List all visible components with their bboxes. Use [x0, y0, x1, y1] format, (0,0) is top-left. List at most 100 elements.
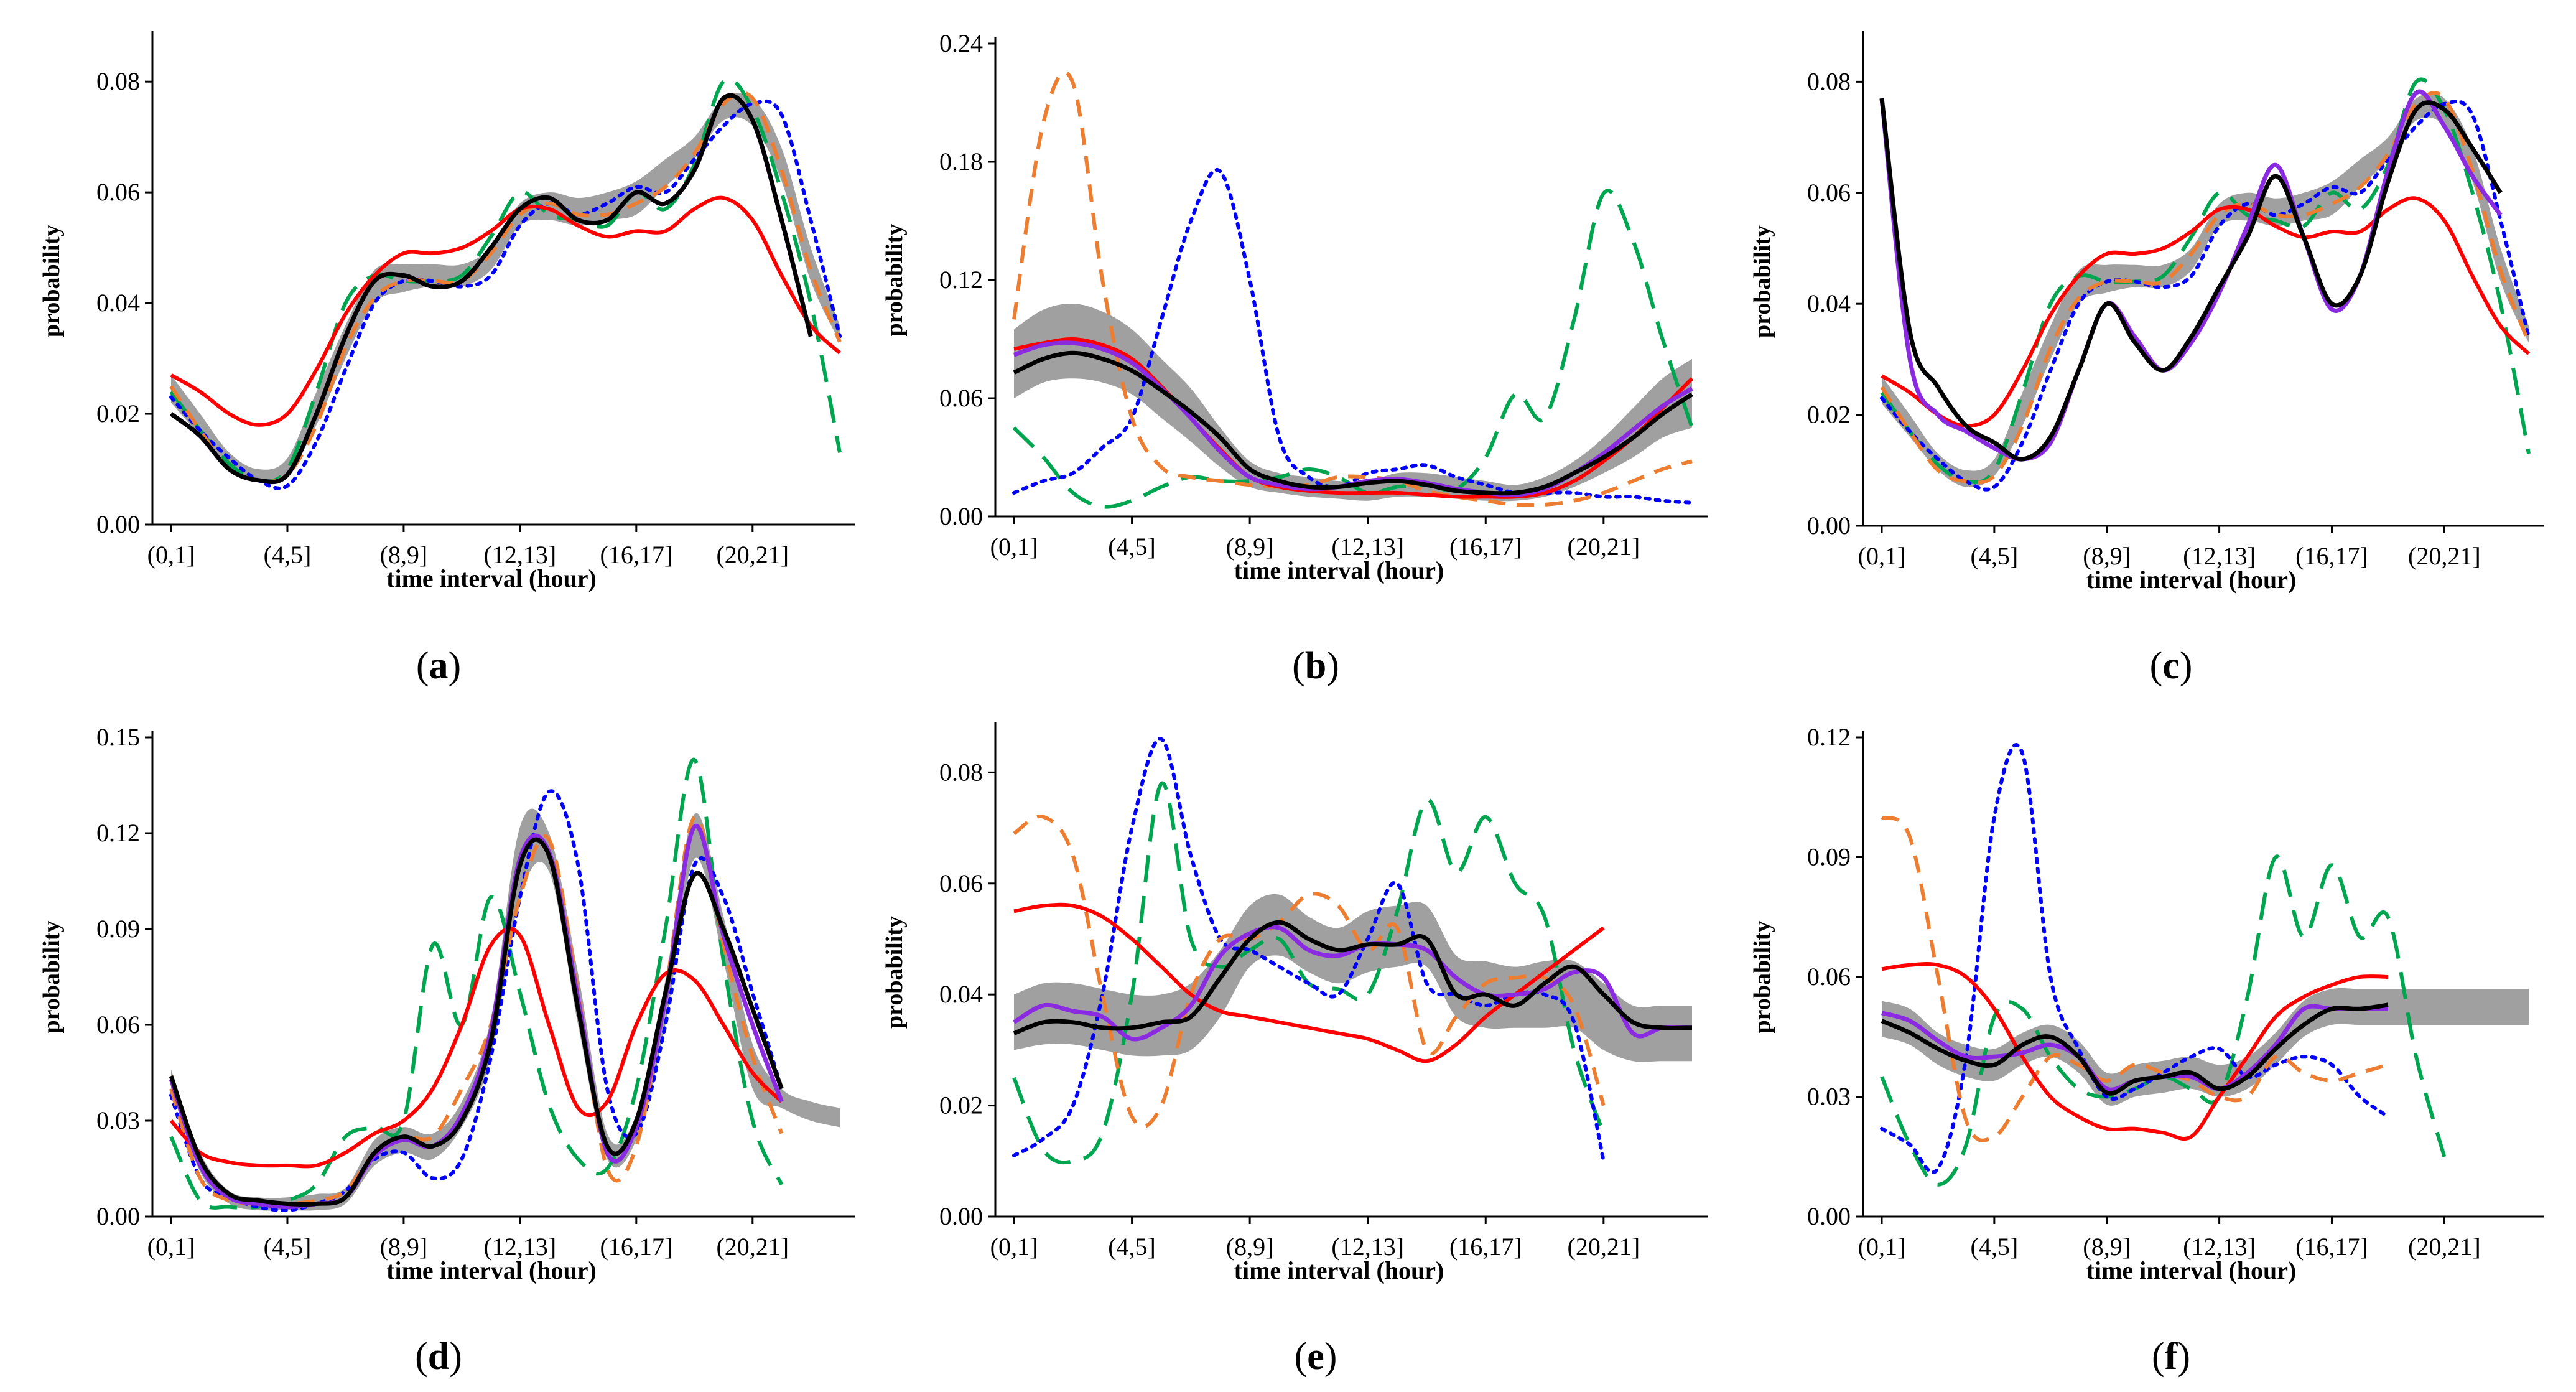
y-tick-label: 0.03 [1807, 1083, 1851, 1111]
x-tick-label: (12,13] [1331, 533, 1404, 561]
x-tick-label: (8,9] [380, 541, 428, 569]
chart-panel-b: 0.00 0.06 0.12 0.18 0.24 (0,1] (4,5] (8,9] (12,1… [881, 29, 1708, 687]
x-tick-label: (20,21] [716, 1233, 789, 1261]
series-line-orange [169, 90, 842, 483]
y-axis-label: probability [39, 921, 65, 1034]
series-line-blue [169, 99, 842, 490]
x-tick-label: (8,9] [2083, 542, 2131, 570]
x-tick-label: (4,5] [1108, 533, 1156, 561]
panel-label: (f) [2152, 1335, 2190, 1378]
series-line-green [169, 77, 842, 483]
series-line-red [1013, 337, 1694, 499]
x-axis-label: time interval (hour) [386, 564, 597, 592]
confidence-band [171, 92, 840, 482]
y-axis-label: probability [881, 224, 908, 337]
series-line-black [1879, 98, 2503, 462]
y-tick-label: 0.06 [939, 869, 983, 897]
y-tick-label: 0.00 [939, 1202, 983, 1230]
panel-label: (c) [2150, 645, 2193, 687]
series-line-green [1012, 189, 1694, 509]
x-tick-label: (4,5] [1971, 1233, 2019, 1261]
y-tick-label: 0.00 [1807, 1202, 1851, 1230]
chart-panel-c: 0.00 0.02 0.04 0.06 0.08 (0,1] (4,5] (8,9] (12,1… [1749, 31, 2544, 687]
series-line-black [1013, 350, 1693, 496]
chart-panel-e: 0.00 0.02 0.04 0.06 0.08 (0,1] (4,5] (8,9] (12,1… [881, 722, 1708, 1378]
panel-label: (e) [1295, 1335, 1337, 1378]
x-axis-label: time interval (hour) [1234, 556, 1444, 584]
series-line-orange [1013, 814, 1606, 1129]
series-line-black [169, 93, 813, 485]
y-tick-label: 0.06 [96, 178, 140, 206]
y-tick-label: 0.08 [939, 758, 983, 786]
x-tick-label: (0,1] [147, 1233, 195, 1261]
y-tick-label: 0.03 [96, 1106, 140, 1134]
series-line-blue [1012, 168, 1694, 505]
y-tick-label: 0.15 [96, 723, 140, 751]
x-tick-label: (20,21] [716, 541, 789, 569]
y-tick-label: 0.06 [96, 1011, 140, 1039]
panel-label: (d) [415, 1335, 462, 1378]
x-tick-label: (20,21] [2408, 542, 2481, 570]
series-line-black [169, 837, 784, 1207]
x-tick-label: (16,17] [600, 1233, 673, 1261]
y-tick-label: 0.04 [96, 289, 140, 317]
confidence-band [1882, 988, 2529, 1106]
y-tick-label: 0.06 [1807, 963, 1851, 991]
y-tick-label: 0.08 [96, 67, 140, 95]
y-tick-label: 0.12 [96, 819, 140, 847]
x-tick-label: (0,1] [990, 1233, 1038, 1261]
y-tick-label: 0.06 [1807, 179, 1851, 207]
x-axis-label: time interval (hour) [386, 1256, 597, 1284]
y-tick-label: 0.02 [939, 1091, 983, 1119]
y-tick-label: 0.09 [1807, 843, 1851, 871]
series-line-orange [169, 815, 784, 1207]
y-axis-label: probability [1749, 921, 1775, 1034]
chart-panel-d: 0.00 0.03 0.06 0.09 0.12 0.15 (0,1] (4,5] (8,9] (… [39, 723, 855, 1378]
y-tick-label: 0.04 [1807, 289, 1851, 317]
x-tick-label: (0,1] [1858, 542, 1906, 570]
x-tick-label: (8,9] [2083, 1233, 2131, 1261]
series-line-green [1880, 854, 2447, 1187]
x-tick-label: (0,1] [1858, 1233, 1906, 1261]
x-tick-label: (16,17] [2295, 542, 2368, 570]
confidence-band [1014, 303, 1692, 502]
x-axis-label: time interval (hour) [1234, 1256, 1444, 1284]
x-axis-label: time interval (hour) [2086, 566, 2297, 594]
y-tick-label: 0.00 [96, 1202, 140, 1230]
chart-panel-f: 0.00 0.03 0.06 0.09 0.12 (0,1] (4,5] (8,9] (12,1… [1749, 723, 2544, 1378]
series-line-black [1881, 1002, 2389, 1096]
series-line-red [170, 195, 842, 427]
x-tick-label: (20,21] [1568, 1233, 1640, 1261]
y-tick-label: 0.02 [1807, 401, 1851, 429]
x-tick-label: (12,13] [484, 1233, 557, 1261]
x-axis-label: time interval (hour) [2086, 1256, 2297, 1284]
x-tick-label: (12,13] [1331, 1233, 1404, 1261]
series-line-orange [1012, 70, 1693, 507]
series-line-red [169, 927, 783, 1169]
panel-label: (a) [416, 645, 461, 687]
y-tick-label: 0.06 [939, 384, 983, 412]
series-line-purple [1879, 89, 2503, 462]
y-tick-label: 0.02 [96, 399, 140, 427]
x-tick-label: (20,21] [2408, 1233, 2481, 1261]
y-tick-label: 0.00 [939, 502, 983, 530]
series-line-red [1881, 962, 2388, 1141]
confidence-band [1882, 93, 2529, 487]
x-tick-label: (8,9] [1226, 533, 1274, 561]
panel-label: (b) [1292, 645, 1339, 687]
x-tick-label: (4,5] [1971, 542, 2019, 570]
y-tick-label: 0.09 [96, 915, 140, 943]
series-line-orange [1880, 91, 2531, 485]
y-axis-label: probability [1749, 225, 1775, 338]
x-tick-label: (4,5] [264, 1233, 312, 1261]
x-tick-label: (12,13] [2183, 1233, 2256, 1261]
x-tick-label: (12,13] [2183, 542, 2256, 570]
series-line-orange [1881, 815, 2389, 1142]
x-tick-label: (12,13] [484, 541, 557, 569]
chart-panel-a: 0.00 0.02 0.04 0.06 0.08 (0,1] (4,5] (8,9] (12,1… [39, 31, 855, 687]
x-tick-label: (0,1] [147, 541, 195, 569]
x-tick-label: (16,17] [1449, 533, 1522, 561]
series-line-green [169, 757, 784, 1210]
y-tick-label: 0.00 [96, 510, 140, 538]
